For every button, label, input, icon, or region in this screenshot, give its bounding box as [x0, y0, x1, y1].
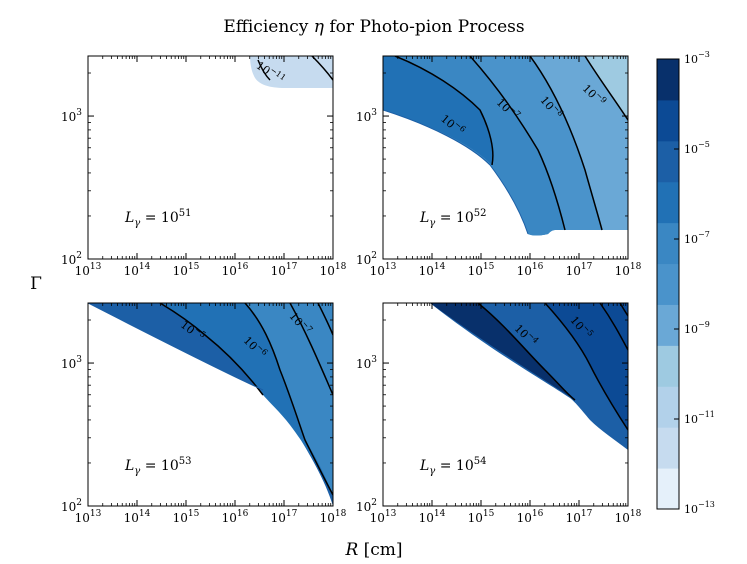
- chart-title: Efficiency η for Photo-pion Process: [223, 17, 524, 37]
- panel-1-frame: [382, 55, 629, 260]
- panel-2-xtick-label-2: 1015: [173, 509, 200, 525]
- panel-3-xtick-label-3: 1016: [517, 509, 544, 525]
- panel-0-xtick-label-3: 1016: [222, 262, 249, 278]
- panel-0-contour-2: [257, 59, 271, 81]
- panel-0-label: Lγ = 1051: [124, 208, 191, 229]
- panel-3-xtick-label-0: 1013: [370, 509, 397, 525]
- colorbar-band-3: [657, 345, 679, 387]
- panel-0-xtick-label-0: 1013: [75, 262, 102, 278]
- panel-3-band-2: [478, 303, 628, 430]
- panel-2-band-3: [245, 303, 333, 495]
- colorbar-tick-label-5: 10−13: [684, 500, 715, 516]
- colorbar-band-5: [657, 263, 679, 305]
- colorbar-tick-label-4: 10−11: [684, 410, 715, 426]
- panel-0-band-1: [250, 56, 333, 88]
- panel-1-contour-2: [469, 56, 566, 231]
- panel-1: 10−6 10−7 10−8 10−9 Lγ = 1052: [382, 55, 629, 260]
- panel-2-ytick-label-1: 103: [61, 355, 82, 371]
- panel-3-band-3: [430, 303, 575, 400]
- panel-0-xtick-label-1: 1014: [124, 262, 151, 278]
- colorbar-band-2: [657, 386, 679, 428]
- colorbar-tick-label-2: 10−7: [684, 230, 710, 246]
- panel-3-xtick-label-5: 1018: [615, 509, 642, 525]
- panel-2-frame: [87, 302, 334, 507]
- panel-1-xtick-label-4: 1017: [566, 262, 593, 278]
- panel-3-contour-2: [544, 303, 628, 431]
- panel-3-frame: [382, 302, 629, 507]
- panel-1-boundary: [383, 109, 529, 235]
- colorbar-band-9: [657, 99, 679, 142]
- panel-1-band-5: [383, 56, 493, 165]
- panel-3-ytick-label-1: 103: [356, 355, 377, 371]
- panel-1-ytick-label-1: 103: [356, 108, 377, 124]
- colorbar-tick-label-1: 10−5: [684, 140, 710, 156]
- panel-2-xtick-label-3: 1016: [222, 509, 249, 525]
- panel-1-contour-1: [394, 56, 494, 166]
- colorbar-band-8: [657, 140, 679, 183]
- panel-2-boundary: [88, 303, 264, 391]
- panel-1-xtick-label-1: 1014: [419, 262, 446, 278]
- colorbar: 10−3 10−5 10−7 10−9 10−11 10−13: [656, 50, 715, 516]
- panel-2-contour-2: [244, 303, 333, 496]
- panel-2-xtick-label-1: 1014: [124, 509, 151, 525]
- panel-0-xtick-label-4: 1017: [271, 262, 298, 278]
- colorbar-bands: [657, 59, 679, 510]
- panel-3-label: Lγ = 1054: [419, 456, 486, 477]
- colorbar-band-6: [657, 222, 679, 265]
- panel-1-xtick-label-2: 1015: [468, 262, 495, 278]
- panel-2-xtick-label-0: 1013: [75, 509, 102, 525]
- axes-layer: 1013 1014 1015 1016 1017 1018 102 103 1013 1014 10…: [61, 56, 642, 525]
- panel-3-contour-1: [477, 303, 576, 401]
- panel-2-contour-1: [159, 303, 264, 396]
- x-axis-label: R [cm]: [344, 540, 402, 560]
- panel-0-frame: [87, 55, 334, 260]
- colorbar-band-1: [657, 427, 679, 469]
- panel-3: 10−4 10−5 Lγ = 1054: [382, 302, 629, 507]
- colorbar-band-0: [657, 468, 679, 510]
- panel-3-xtick-label-1: 1014: [419, 509, 446, 525]
- panel-0-ytick-label-0: 102: [61, 251, 82, 267]
- panel-1-fill: [383, 56, 628, 236]
- panel-2-contour-3: [289, 303, 333, 396]
- panel-3-contour-3: [599, 303, 628, 351]
- panel-3-fill: [430, 303, 628, 450]
- colorbar-frame: [656, 58, 680, 510]
- panel-2-contour-4: [317, 303, 333, 336]
- panel-1-xtick-label-5: 1018: [615, 262, 642, 278]
- y-axis-label: Γ: [30, 274, 42, 294]
- colorbar-ticks: 10−3 10−5 10−7 10−9 10−11 10−13: [674, 50, 715, 516]
- colorbar-band-7: [657, 181, 679, 224]
- panel-0: 10−11 Lγ = 1051: [87, 55, 334, 260]
- panel-1-contour-4: [584, 56, 628, 121]
- panel-2-xtick-label-4: 1017: [271, 509, 298, 525]
- panel-1-contour-3: [529, 56, 603, 231]
- panel-1-xtick-label-3: 1016: [517, 262, 544, 278]
- panel-1-ytick-label-0: 102: [356, 251, 377, 267]
- panel-0-xtick-label-5: 1018: [320, 262, 347, 278]
- panel-0-contour-1: [311, 56, 333, 81]
- colorbar-tick-label-0: 10−3: [684, 50, 710, 66]
- colorbar-tick-label-3: 10−9: [684, 320, 710, 336]
- panel-0-ytick-label-1: 103: [61, 108, 82, 124]
- panel-3-xtick-label-4: 1017: [566, 509, 593, 525]
- panel-2-label: Lγ = 1053: [124, 456, 191, 477]
- panel-0-xtick-label-2: 1015: [173, 262, 200, 278]
- panel-0-fill: [250, 56, 333, 88]
- panel-1-xtick-label-0: 1013: [370, 262, 397, 278]
- panel-2-ytick-label-0: 102: [61, 498, 82, 514]
- colorbar-band-4: [657, 304, 679, 346]
- panel-3-xtick-label-2: 1015: [468, 509, 495, 525]
- panel-2-xtick-label-5: 1018: [320, 509, 347, 525]
- panel-2-fill: [88, 303, 333, 506]
- colorbar-band-10: [657, 59, 679, 101]
- panel-1-label: Lγ = 1052: [419, 208, 486, 229]
- panel-2: 10−5 10−6 10−7 Lγ = 1053: [87, 302, 334, 507]
- panel-3-ytick-label-0: 102: [356, 498, 377, 514]
